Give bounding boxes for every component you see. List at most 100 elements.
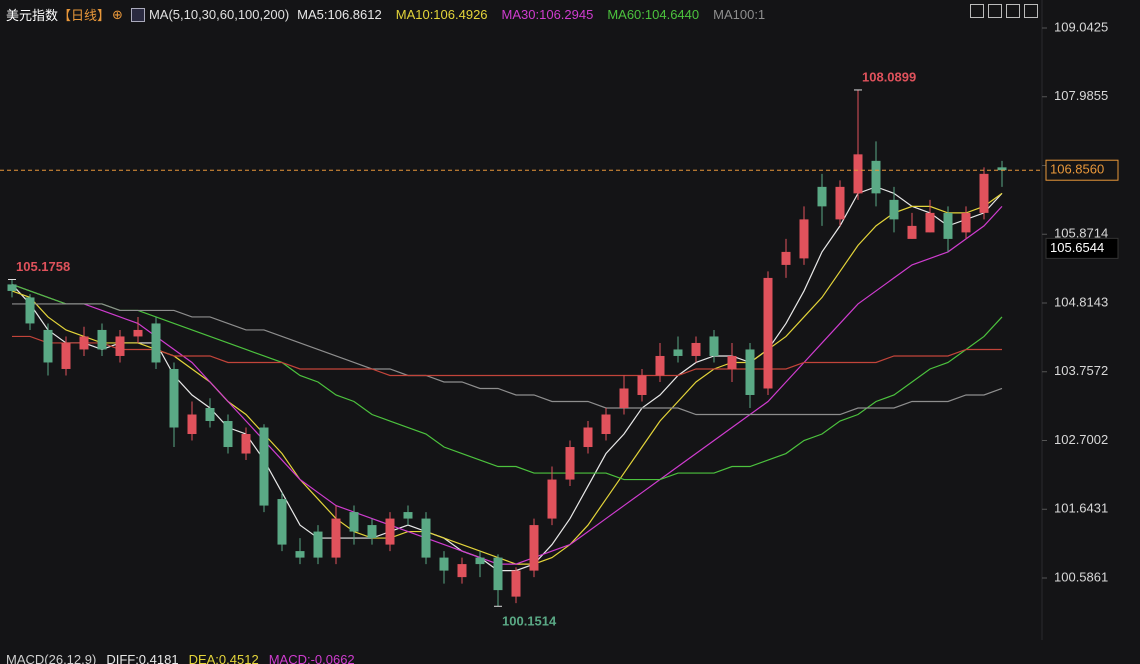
candle-body <box>367 525 377 539</box>
candle-body <box>529 525 539 571</box>
candle-body <box>583 427 593 448</box>
candle-body <box>295 551 305 558</box>
title: 美元指数 <box>6 8 59 23</box>
candle-body <box>493 557 503 591</box>
period[interactable]: 【日线】 <box>58 8 111 23</box>
candle-body <box>835 186 845 220</box>
candle-body <box>673 349 683 356</box>
ma-icon[interactable] <box>130 7 145 22</box>
candle-body <box>763 277 773 389</box>
y-tick-label: 107.9855 <box>1054 88 1108 103</box>
candle-body <box>313 531 323 558</box>
legend-entry: MA100:1 <box>713 7 766 22</box>
ma-line <box>11 205 1003 565</box>
candle-body <box>205 408 215 422</box>
candle-body <box>961 212 971 233</box>
y-tick-label: 102.7002 <box>1054 432 1108 447</box>
candle-body <box>655 355 665 376</box>
ma-line <box>11 192 1003 565</box>
ma-header: MA(5,10,30,60,100,200) <box>148 7 290 22</box>
candle-body <box>61 342 71 369</box>
candle-body <box>565 447 575 480</box>
y-tick-label: 105.8714 <box>1054 226 1108 241</box>
candle-body <box>133 329 143 337</box>
annotation-label: 100.1514 <box>502 614 557 629</box>
candle-body <box>331 518 341 558</box>
candle-body <box>943 212 953 239</box>
candle-body <box>853 154 863 194</box>
candle-body <box>259 427 269 506</box>
candle-body <box>691 342 701 356</box>
candle-body <box>223 421 233 448</box>
candle-body <box>151 323 161 363</box>
y-tick-label: 100.5861 <box>1054 569 1108 584</box>
y-tick-label: 109.0425 <box>1054 19 1108 34</box>
candle-body <box>817 186 827 207</box>
candle-body <box>511 570 521 597</box>
ma-line <box>11 186 1003 572</box>
annotation-label: 105.1758 <box>16 259 70 274</box>
y-tick-label: 101.6431 <box>1054 501 1108 516</box>
candle-body <box>7 284 17 291</box>
ma-line <box>11 283 1003 481</box>
y-tick-label: 104.8143 <box>1054 294 1108 309</box>
annotation-label: 108.0899 <box>862 69 916 84</box>
candle-body <box>547 479 557 519</box>
header: 美元指数 【日线】 ⊕ MA(5,10,30,60,100,200) MA5:1… <box>6 5 765 24</box>
legend: MA5:106.8612 MA10:106.4926 MA30:106.2945 MA… <box>297 7 765 22</box>
legend-entry: MA60:104.6440 <box>607 7 700 22</box>
candle-body <box>907 225 917 239</box>
candle-body <box>781 251 791 265</box>
legend-entry: MA10:106.4926 <box>395 7 488 22</box>
candle-body <box>709 336 719 356</box>
macd-text: MACD(26,12,9) <box>6 652 97 664</box>
macd-text: MACD:-0.0662 <box>268 652 355 664</box>
legend-entry: MA5:106.8612 <box>297 7 382 22</box>
candle-body <box>277 499 287 545</box>
candle-body <box>979 173 989 213</box>
candle-body <box>187 414 197 435</box>
candle-body <box>169 368 179 428</box>
ma-line <box>12 335 1002 377</box>
price-label: 106.8560 <box>1050 162 1104 177</box>
candle-body <box>457 564 467 578</box>
candle-body <box>115 336 125 356</box>
candle-body <box>241 434 251 454</box>
candle-body <box>997 167 1007 171</box>
toolbar <box>970 4 1038 18</box>
y-tick-label: 103.7572 <box>1054 363 1108 378</box>
candle-body <box>871 160 881 194</box>
candle-body <box>619 388 629 408</box>
candle-body <box>421 518 431 558</box>
candle-body <box>475 557 485 565</box>
candle-body <box>727 355 737 369</box>
ma-line <box>12 303 1003 416</box>
price-box <box>1045 159 1119 181</box>
candle-body <box>439 557 449 571</box>
candle-body <box>97 329 107 350</box>
price-label: 105.6544 <box>1050 240 1104 255</box>
macd-text: DEA:0.4512 <box>188 652 259 664</box>
tool-button[interactable] <box>988 4 1002 18</box>
candle-body <box>889 199 899 220</box>
price-box <box>1045 237 1119 259</box>
candle-body <box>403 512 413 519</box>
candle-body <box>385 518 395 545</box>
candle-body <box>25 297 35 324</box>
macd-header: MACD(26,12,9) DIFF:0.4181 DEA:0.4512 MACD:-… <box>6 652 355 664</box>
tool-button[interactable] <box>970 4 984 18</box>
candle-body <box>43 329 53 363</box>
candle-body <box>799 219 809 259</box>
period-icon[interactable]: ⊕ <box>112 6 123 22</box>
candle-body <box>349 512 359 532</box>
candle-body <box>745 349 755 395</box>
candle-body <box>925 212 935 233</box>
tool-button[interactable] <box>1024 4 1038 18</box>
tool-button[interactable] <box>1006 4 1020 18</box>
macd-text: DIFF:0.4181 <box>106 652 179 664</box>
candle-body <box>601 414 611 435</box>
legend-entry: MA30:106.2945 <box>501 7 594 22</box>
candle-body <box>79 336 89 350</box>
